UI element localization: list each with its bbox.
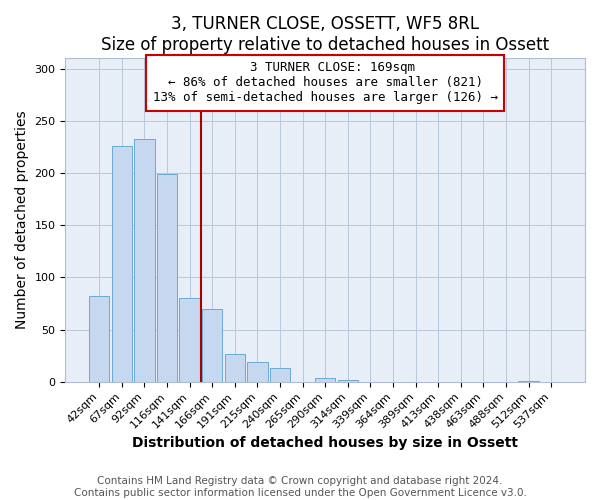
Bar: [247, 362, 268, 382]
Bar: [202, 308, 223, 382]
Bar: [518, 380, 539, 382]
Bar: [224, 354, 245, 382]
Bar: [315, 378, 335, 382]
Bar: [179, 298, 200, 382]
X-axis label: Distribution of detached houses by size in Ossett: Distribution of detached houses by size …: [132, 436, 518, 450]
Bar: [338, 380, 358, 382]
Bar: [270, 368, 290, 382]
Bar: [157, 174, 177, 382]
Bar: [134, 138, 155, 382]
Y-axis label: Number of detached properties: Number of detached properties: [15, 110, 29, 330]
Bar: [89, 296, 109, 382]
Text: Contains HM Land Registry data © Crown copyright and database right 2024.
Contai: Contains HM Land Registry data © Crown c…: [74, 476, 526, 498]
Text: 3 TURNER CLOSE: 169sqm
← 86% of detached houses are smaller (821)
13% of semi-de: 3 TURNER CLOSE: 169sqm ← 86% of detached…: [153, 62, 498, 104]
Title: 3, TURNER CLOSE, OSSETT, WF5 8RL
Size of property relative to detached houses in: 3, TURNER CLOSE, OSSETT, WF5 8RL Size of…: [101, 15, 549, 54]
Bar: [112, 146, 132, 382]
